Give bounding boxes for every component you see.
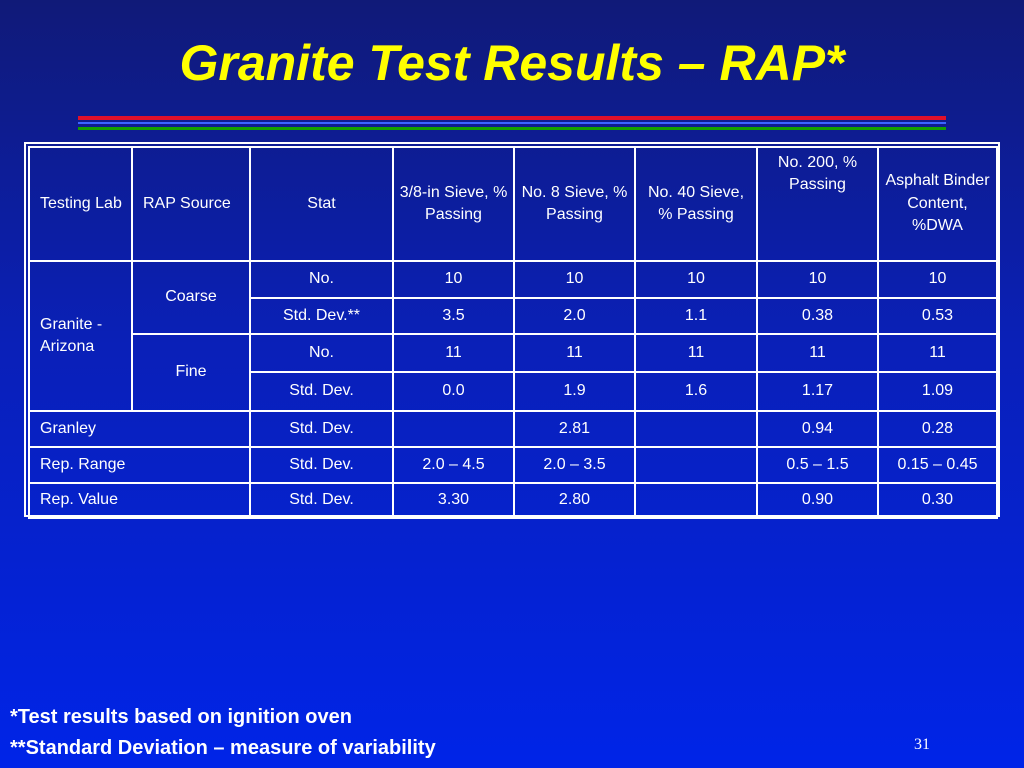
- value-cell: 2.80: [513, 482, 636, 519]
- value-cell: 10: [634, 260, 758, 299]
- stat-cell: No.: [249, 260, 394, 299]
- header-testing-lab: Testing Lab: [28, 146, 133, 262]
- header-sieve-3-8: 3/8-in Sieve, % Passing: [392, 146, 515, 262]
- header-no200: No. 200, % Passing: [756, 146, 879, 262]
- value-cell: 2.0: [513, 297, 636, 335]
- lab-cell: Granite - Arizona: [28, 260, 133, 412]
- stat-cell: Std. Dev.**: [249, 297, 394, 335]
- value-cell: 1.1: [634, 297, 758, 335]
- value-cell: 11: [756, 333, 879, 373]
- value-cell: 11: [513, 333, 636, 373]
- value-cell: 0.15 – 0.45: [877, 446, 998, 484]
- value-cell: 10: [877, 260, 998, 299]
- value-cell: 0.30: [877, 482, 998, 519]
- title-rule-red: [78, 116, 946, 120]
- value-cell: 1.6: [634, 371, 758, 412]
- footnote-ignition-oven: *Test results based on ignition oven: [10, 706, 352, 728]
- value-cell: [634, 446, 758, 484]
- rap-source-cell: Coarse: [131, 260, 251, 335]
- header-rap-source: RAP Source: [131, 146, 251, 262]
- slide-title: Granite Test Results – RAP*: [179, 35, 845, 91]
- lab-cell: Rep. Value: [28, 482, 251, 519]
- header-binder: Asphalt Binder Content, %DWA: [877, 146, 998, 262]
- stat-cell: Std. Dev.: [249, 371, 394, 412]
- value-cell: 1.9: [513, 371, 636, 412]
- lab-cell: Granley: [28, 410, 251, 448]
- table-row: Std. Dev.** 3.5 2.0 1.1 0.38 0.53: [29, 297, 998, 335]
- header-no8: No. 8 Sieve, % Passing: [513, 146, 636, 262]
- table-row: Granley Std. Dev. 2.81 0.94 0.28: [28, 410, 998, 448]
- table-row: Rep. Value Std. Dev. 3.30 2.80 0.90 0.30: [28, 482, 998, 519]
- table-row: Rep. Range Std. Dev. 2.0 – 4.5 2.0 – 3.5…: [28, 446, 998, 484]
- page-number: 31: [914, 736, 930, 753]
- header-row: Testing Lab RAP Source Stat 3/8-in Sieve…: [28, 146, 998, 262]
- lab-cell: Rep. Range: [28, 446, 251, 484]
- table-row: Fine No. 11 11 11 11 11: [29, 333, 998, 412]
- value-cell: [392, 410, 515, 448]
- value-cell: 0.53: [877, 297, 998, 335]
- value-cell: [634, 410, 758, 448]
- stat-cell: Std. Dev.: [249, 482, 394, 519]
- value-cell: 11: [392, 333, 515, 373]
- value-cell: 11: [634, 333, 758, 373]
- title-rule-green: [78, 127, 946, 130]
- header-stat: Stat: [249, 146, 394, 262]
- value-cell: 10: [513, 260, 636, 299]
- value-cell: 11: [877, 333, 998, 373]
- header-no40: No. 40 Sieve, % Passing: [634, 146, 758, 262]
- value-cell: 3.30: [392, 482, 515, 519]
- stat-cell: Std. Dev.: [249, 446, 394, 484]
- value-cell: 0.94: [756, 410, 879, 448]
- title-rule-blue: [78, 122, 946, 124]
- value-cell: 0.28: [877, 410, 998, 448]
- value-cell: 1.17: [756, 371, 879, 412]
- value-cell: 1.09: [877, 371, 998, 412]
- rap-source-cell: Fine: [131, 333, 251, 412]
- value-cell: 3.5: [392, 297, 515, 335]
- value-cell: 2.81: [513, 410, 636, 448]
- value-cell: 0.90: [756, 482, 879, 519]
- stat-cell: Std. Dev.: [249, 410, 394, 448]
- value-cell: [634, 482, 758, 519]
- value-cell: 10: [392, 260, 515, 299]
- footnote-standard-deviation: **Standard Deviation – measure of variab…: [10, 737, 436, 759]
- stat-cell: No.: [249, 333, 394, 373]
- value-cell: 0.38: [756, 297, 879, 335]
- results-table: Testing Lab RAP Source Stat 3/8-in Sieve…: [28, 146, 998, 519]
- value-cell: 10: [756, 260, 879, 299]
- value-cell: 0.0: [392, 371, 515, 412]
- table-row: Granite - Arizona Coarse No. 10 10 10 10…: [28, 260, 998, 412]
- value-cell: 2.0 – 4.5: [392, 446, 515, 484]
- results-table-frame: Testing Lab RAP Source Stat 3/8-in Sieve…: [24, 142, 1000, 519]
- table-row: Std. Dev. 0.0 1.9 1.6 1.17 1.09: [29, 371, 998, 412]
- value-cell: 2.0 – 3.5: [513, 446, 636, 484]
- value-cell: 0.5 – 1.5: [756, 446, 879, 484]
